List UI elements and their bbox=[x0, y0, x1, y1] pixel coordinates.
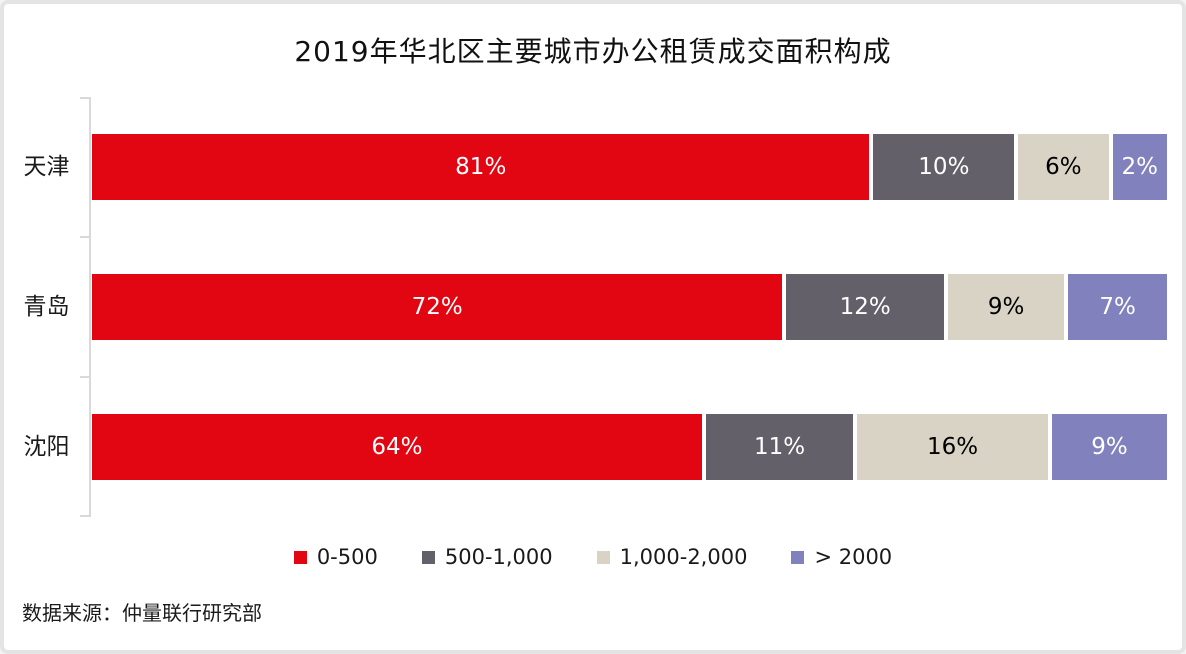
bar-segment-500-1000: 12% bbox=[786, 274, 944, 340]
bar-segment-gt2000: 9% bbox=[1051, 414, 1167, 480]
bar-row-tianjin: 天津 81% 10% 6% 2% bbox=[4, 97, 1182, 237]
legend-marker-icon bbox=[791, 550, 805, 564]
segment-value-label: 6% bbox=[1045, 154, 1082, 180]
bar-segment-0-500: 81% bbox=[92, 134, 870, 200]
segment-value-label: 7% bbox=[1099, 294, 1136, 320]
bar-segment-500-1000: 10% bbox=[873, 134, 1015, 200]
segment-value-label: 16% bbox=[926, 434, 979, 460]
legend-marker-icon bbox=[421, 550, 435, 564]
legend-item-1000-2000: 1,000-2,000 bbox=[596, 545, 748, 569]
segment-value-label: 64% bbox=[371, 434, 423, 460]
stacked-bar: 72% 12% 9% 7% bbox=[92, 274, 1167, 340]
segment-value-label: 12% bbox=[839, 294, 891, 320]
y-axis-tick bbox=[80, 97, 89, 99]
category-label: 沈阳 bbox=[23, 434, 70, 460]
legend-item-0-500: 0-500 bbox=[293, 545, 378, 569]
stacked-bar-chart: 天津 81% 10% 6% 2% 青岛 72% bbox=[4, 97, 1182, 517]
source-note: 数据来源：仲量联行研究部 bbox=[22, 601, 262, 625]
legend-label: > 2000 bbox=[814, 545, 893, 569]
bar-segment-gt2000: 7% bbox=[1068, 274, 1167, 340]
y-axis-tick bbox=[80, 236, 89, 238]
bar-segment-1000-2000: 16% bbox=[857, 414, 1048, 480]
category-label: 天津 bbox=[23, 154, 70, 180]
legend-label: 1,000-2,000 bbox=[619, 545, 748, 569]
bar-segment-0-500: 64% bbox=[92, 414, 702, 480]
legend-item-500-1000: 500-1,000 bbox=[421, 545, 553, 569]
y-axis-tick bbox=[80, 376, 89, 378]
legend: 0-500 500-1,000 1,000-2,000 > 2000 bbox=[4, 545, 1182, 569]
segment-value-label: 72% bbox=[411, 294, 463, 320]
bar-row-qingdao: 青岛 72% 12% 9% 7% bbox=[4, 237, 1182, 377]
legend-item-gt2000: > 2000 bbox=[791, 545, 892, 569]
y-axis-tick bbox=[80, 515, 89, 517]
bar-segment-0-500: 72% bbox=[92, 274, 783, 340]
bar-segment-1000-2000: 6% bbox=[1018, 134, 1109, 200]
y-axis-line bbox=[89, 97, 91, 517]
segment-value-label: 9% bbox=[1091, 434, 1128, 460]
legend-marker-icon bbox=[293, 550, 307, 564]
category-label: 青岛 bbox=[23, 294, 70, 320]
segment-value-label: 11% bbox=[753, 434, 806, 460]
bar-segment-gt2000: 2% bbox=[1112, 134, 1167, 200]
legend-marker-icon bbox=[596, 550, 610, 564]
stacked-bar: 81% 10% 6% 2% bbox=[92, 134, 1167, 200]
segment-value-label: 81% bbox=[455, 154, 507, 180]
legend-label: 0-500 bbox=[316, 545, 378, 569]
segment-value-label: 9% bbox=[987, 294, 1025, 320]
bar-row-shenyang: 沈阳 64% 11% 16% 9% bbox=[4, 377, 1182, 517]
legend-label: 500-1,000 bbox=[444, 545, 553, 569]
stacked-bar: 64% 11% 16% 9% bbox=[92, 414, 1167, 480]
segment-value-label: 2% bbox=[1121, 154, 1159, 180]
segment-value-label: 10% bbox=[918, 154, 970, 180]
bar-segment-1000-2000: 9% bbox=[947, 274, 1065, 340]
bar-segment-500-1000: 11% bbox=[705, 414, 854, 480]
chart-title: 2019年华北区主要城市办公租赁成交面积构成 bbox=[294, 35, 892, 68]
